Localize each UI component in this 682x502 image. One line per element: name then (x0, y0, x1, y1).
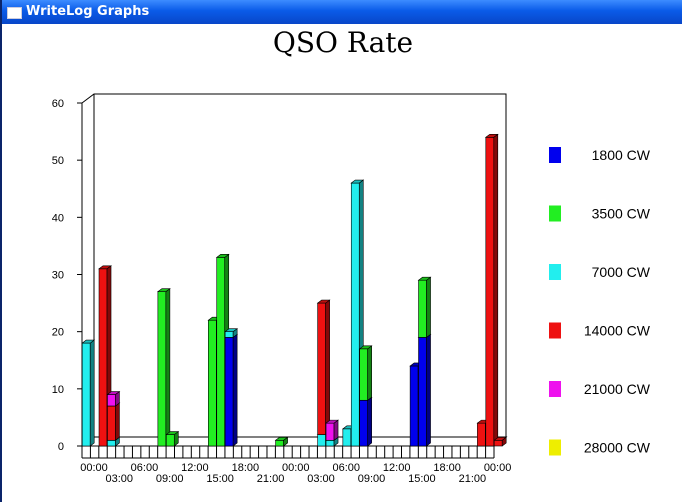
bar-segment-top (417, 276, 432, 281)
bar-segment (493, 439, 503, 447)
window-title: WriteLog Graphs (26, 4, 150, 19)
x-tick-label: 12:00 (383, 462, 411, 474)
x-tick-label: 21:00 (257, 473, 285, 485)
bar-segment-top (493, 436, 508, 441)
bar-segment (107, 439, 116, 447)
bar-segment (275, 439, 284, 447)
bar-segment-top (98, 265, 112, 270)
bar-segment (350, 182, 360, 447)
bar-segment-side (367, 345, 372, 401)
chart-title: QSO Rate (272, 26, 414, 59)
bar-segment-top (484, 134, 499, 138)
y-tick-label: 50 (52, 155, 64, 167)
bar-segment (409, 365, 419, 447)
bar-segment (485, 137, 495, 447)
y-tick-label: 20 (52, 327, 64, 339)
legend-entry-label: 28000 CW (584, 440, 651, 456)
legend-swatch (549, 381, 561, 397)
bar-segment (477, 422, 486, 447)
x-tick-label: 15:00 (206, 473, 234, 485)
legend-swatch (549, 147, 561, 163)
legend-entry-label: 7000 CW (592, 264, 651, 280)
legend-swatch (549, 322, 561, 339)
window-titlebar[interactable]: WriteLog Graphs (2, 0, 682, 24)
legend-swatch (549, 205, 561, 222)
x-tick-label: 09:00 (358, 473, 386, 485)
bar-segment (359, 399, 368, 447)
bar-segment-top (350, 179, 365, 184)
y-tick-label: 40 (52, 212, 64, 224)
x-tick-label: 18:00 (433, 462, 461, 474)
x-tick-label: 03:00 (307, 473, 335, 485)
bar-segment-side (493, 133, 499, 447)
x-tick-label: 18:00 (232, 462, 260, 474)
bar-segment-side (165, 288, 171, 447)
bar-segment (157, 291, 167, 447)
bar-segment-side (333, 419, 339, 441)
x-tick-label: 00:00 (484, 462, 512, 474)
x-tick-label: 09:00 (156, 473, 184, 485)
bar-segment-side (232, 333, 238, 447)
x-tick-label: 21:00 (459, 473, 487, 485)
bar-segment-top (156, 288, 171, 292)
bar-segment-side (426, 276, 431, 338)
legend-swatch (549, 439, 561, 456)
bar-segment-top (106, 391, 121, 395)
x-tick-label: 00:00 (80, 462, 108, 474)
x-tick-label: 00:00 (282, 462, 310, 474)
bar-segment (98, 268, 108, 447)
x-tick-label: 12:00 (181, 462, 209, 474)
chart-back-wall (81, 93, 507, 447)
bar-segment-side (89, 339, 95, 447)
bar-segment-side (325, 299, 330, 436)
legend-entry-label: 3500 CW (592, 206, 651, 222)
bar-segment-top (81, 339, 96, 344)
bar-segment (107, 405, 116, 441)
bar-segment (224, 331, 234, 338)
y-tick-label: 0 (58, 441, 64, 453)
y-tick-label: 60 (52, 98, 64, 110)
x-tick-label: 15:00 (408, 473, 436, 485)
y-tick-label: 30 (52, 270, 64, 282)
bar-segment (317, 434, 326, 447)
bar-segment (208, 319, 217, 447)
bar-segment-top (316, 299, 331, 304)
bar-segment-top (325, 419, 339, 424)
x-tick-label: 06:00 (131, 462, 159, 474)
bar-segment (359, 348, 368, 401)
legend-entry-label: 21000 CW (584, 381, 651, 397)
bar-segment-side (426, 333, 431, 447)
bar-segment-top (224, 328, 239, 332)
bar-segment (325, 439, 335, 447)
bar-segment (216, 257, 226, 447)
legend-entry-label: 1800 CW (592, 147, 651, 163)
bar-segment-top (215, 254, 230, 258)
chart-floor (80, 436, 508, 447)
bar-segment (107, 394, 116, 407)
bar-segment-side (367, 396, 372, 447)
bar-segment-side (115, 402, 120, 441)
x-tick-label: 03:00 (105, 473, 133, 485)
bar-segment-top (165, 431, 180, 435)
y-tick-label: 10 (52, 384, 64, 396)
window-app-icon (7, 7, 22, 19)
bar-segment (418, 337, 427, 447)
bar-segment-top (274, 436, 289, 441)
bar-segment (325, 422, 335, 441)
x-tick-label: 06:00 (332, 462, 360, 474)
bar-segment-top (358, 345, 373, 350)
bar-segment (224, 337, 234, 447)
legend-swatch (549, 264, 561, 280)
bar-segment (418, 279, 427, 338)
bar-segment (81, 342, 91, 447)
legend-entry-label: 14000 CW (584, 323, 651, 339)
bar-segment (165, 434, 175, 447)
bar-segment (342, 428, 352, 447)
bar-segment (317, 302, 326, 435)
